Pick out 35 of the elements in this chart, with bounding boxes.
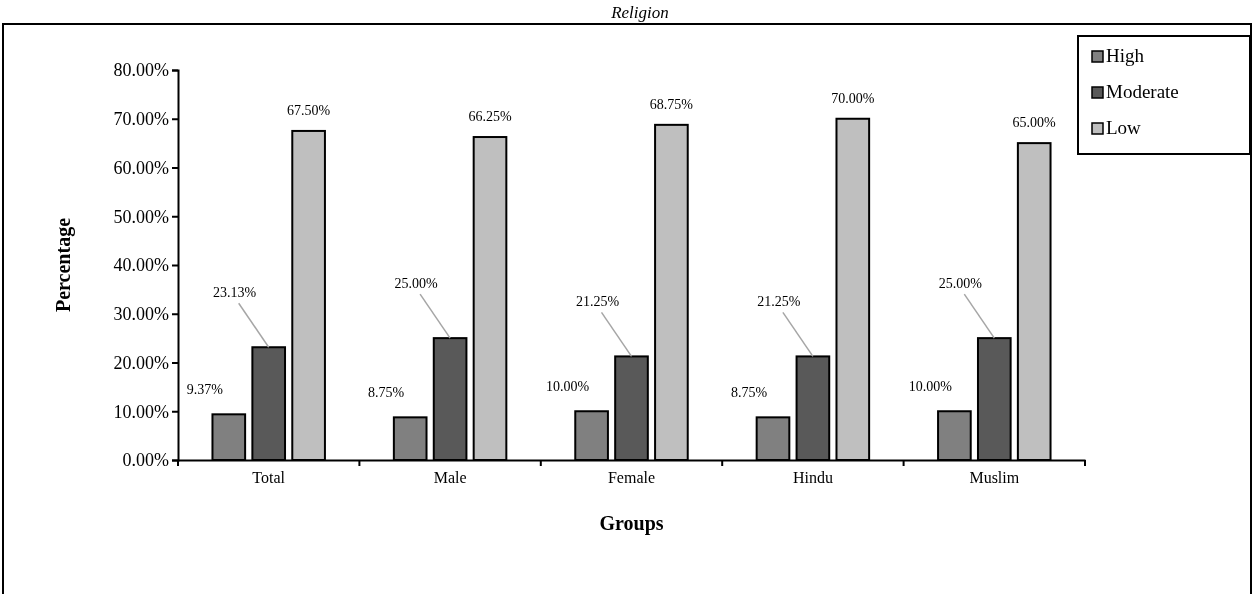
data-label: 67.50% [287, 102, 331, 118]
legend-label: Low [1106, 117, 1142, 138]
y-tick-label: 80.00% [113, 60, 169, 81]
data-label: 8.75% [730, 385, 768, 401]
data-label: 21.25% [757, 294, 801, 310]
chart-title: Religion [610, 3, 669, 22]
y-tick-label: 70.00% [113, 109, 169, 130]
x-tick-label: Male [433, 469, 467, 487]
data-label: 68.75% [649, 96, 694, 112]
legend-label: High [1106, 45, 1145, 66]
data-label: 70.00% [831, 90, 875, 106]
y-tick-label: 10.00% [113, 401, 169, 422]
y-tick-label: 30.00% [113, 304, 169, 325]
y-tick-label: 0.00% [122, 450, 169, 471]
x-tick-label: Muslim [969, 469, 1020, 487]
data-label: 8.75% [368, 385, 405, 401]
legend-label: Moderate [1106, 81, 1179, 102]
x-tick-label: Total [252, 469, 286, 487]
y-tick-label: 50.00% [113, 206, 169, 227]
x-tick-label: Hindu [792, 469, 833, 487]
data-label: 65.00% [1012, 115, 1057, 131]
y-axis-title: Percentage [52, 217, 75, 313]
data-label: 25.00% [394, 276, 439, 292]
data-label: 10.00% [546, 379, 590, 395]
y-tick-label: 40.00% [113, 255, 169, 276]
x-tick-label: Female [607, 469, 656, 487]
data-label: 23.13% [213, 285, 257, 301]
data-label: 9.37% [186, 382, 224, 398]
data-label: 66.25% [468, 109, 512, 125]
y-tick-label: 20.00% [113, 352, 169, 373]
data-label: 25.00% [938, 276, 983, 292]
x-axis-title: Groups [599, 512, 664, 535]
y-tick-label: 60.00% [113, 157, 169, 178]
data-label: 21.25% [575, 294, 620, 310]
data-label: 10.00% [908, 379, 953, 395]
